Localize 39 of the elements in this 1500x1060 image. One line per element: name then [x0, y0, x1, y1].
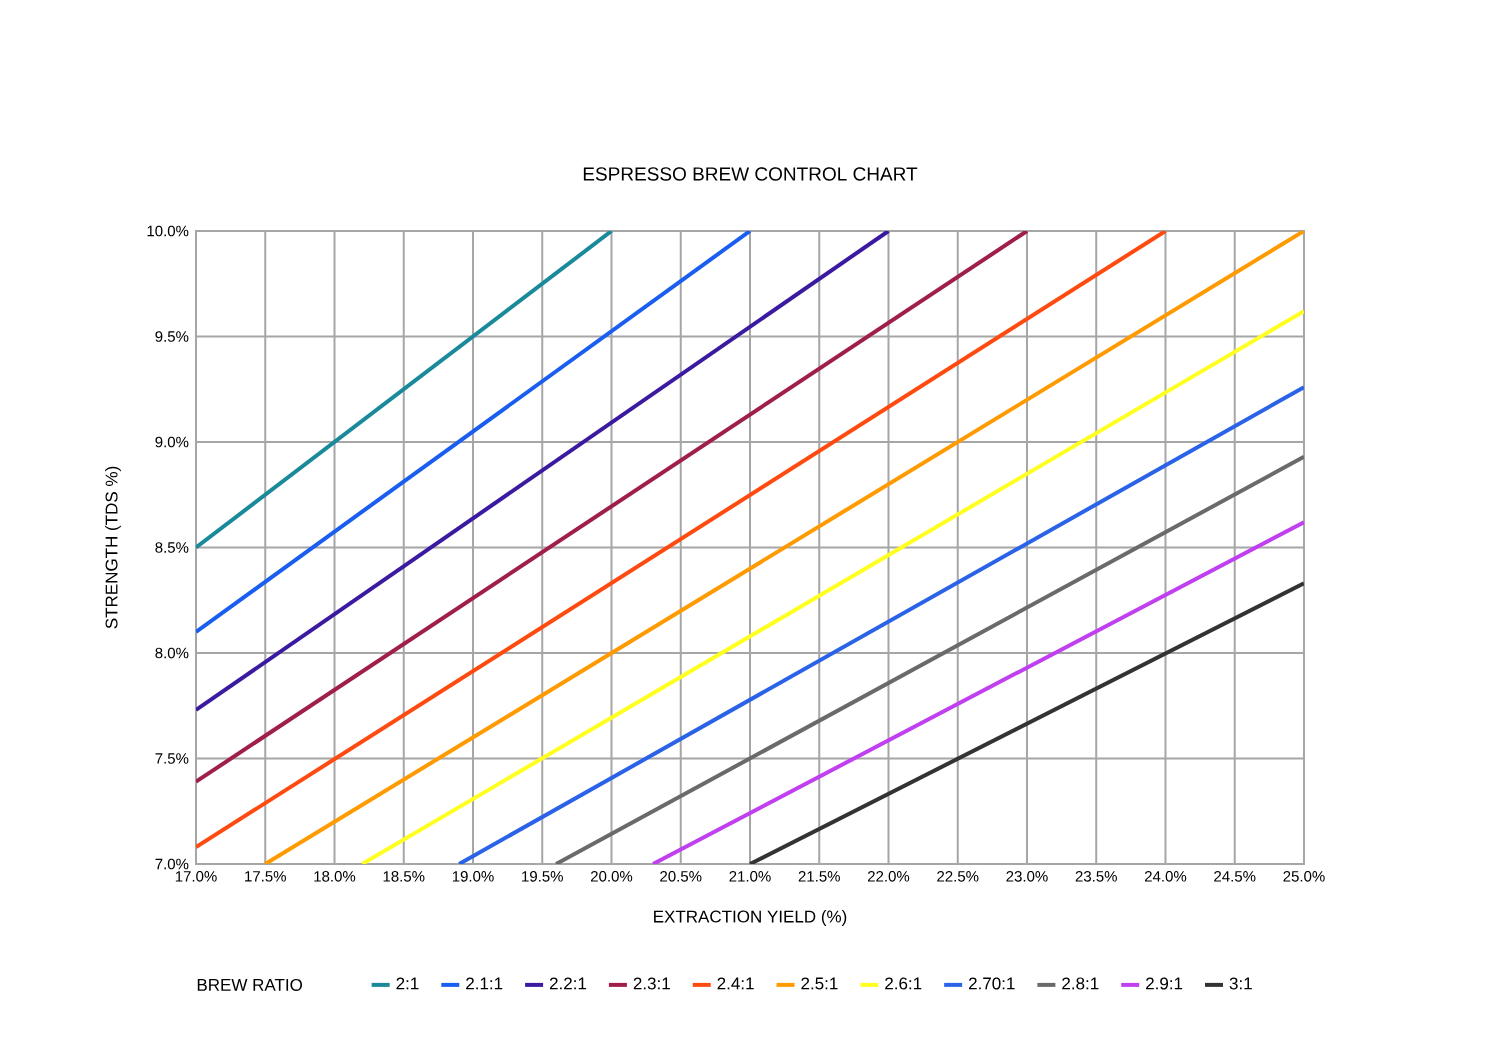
x-tick-label: 22.5% [937, 871, 979, 882]
x-tick-label: 19.5% [522, 871, 563, 882]
x-tick-label: 21.0% [729, 871, 771, 882]
legend-label: 2.70:1 [968, 977, 1015, 990]
legend-label: 2.9:1 [1146, 977, 1183, 990]
chart-title: ESPRESSO BREW CONTROL CHART [583, 167, 918, 181]
legend-label: 2.5:1 [801, 977, 838, 990]
y-tick-label: 10.0% [147, 225, 189, 237]
legend-label: 2.8:1 [1062, 977, 1099, 990]
x-tick-label: 23.0% [1006, 871, 1048, 882]
y-axis-title: STRENGTH (TDS %) [105, 466, 121, 629]
legend-label: 2:1 [396, 977, 419, 990]
x-tick-label: 17.0% [175, 871, 217, 882]
x-tick-label: 22.0% [867, 871, 910, 882]
x-tick-label: 18.0% [314, 871, 356, 882]
legend-label: 2.6:1 [885, 977, 922, 990]
x-tick-label: 18.5% [383, 871, 425, 882]
legend-label: 2.4:1 [717, 977, 754, 990]
y-tick-label: 7.5% [155, 753, 189, 764]
x-tick-label: 20.0% [590, 871, 633, 882]
y-tick-label: 8.5% [155, 542, 189, 553]
y-tick-label: 8.0% [155, 647, 189, 659]
legend-label: 3:1 [1229, 977, 1252, 990]
legend-label: 2.3:1 [633, 977, 670, 990]
x-tick-label: 19.0% [452, 871, 494, 882]
x-tick-label: 20.5% [660, 871, 702, 882]
x-tick-label: 24.0% [1144, 871, 1187, 882]
x-tick-label: 21.5% [798, 871, 840, 882]
legend-label: 2.1:1 [466, 977, 503, 990]
legend-title: BREW RATIO [197, 978, 303, 991]
y-tick-label: 7.0% [155, 858, 189, 870]
y-tick-label: 9.0% [155, 436, 189, 448]
x-tick-label: 17.5% [245, 871, 286, 882]
y-tick-label: 9.5% [155, 331, 189, 342]
legend-label: 2.2:1 [549, 977, 587, 990]
x-axis-title: EXTRACTION YIELD (%) [654, 910, 847, 926]
x-tick-label: 24.5% [1214, 871, 1256, 882]
x-tick-label: 23.5% [1075, 871, 1117, 882]
x-tick-label: 25.0% [1283, 871, 1325, 882]
